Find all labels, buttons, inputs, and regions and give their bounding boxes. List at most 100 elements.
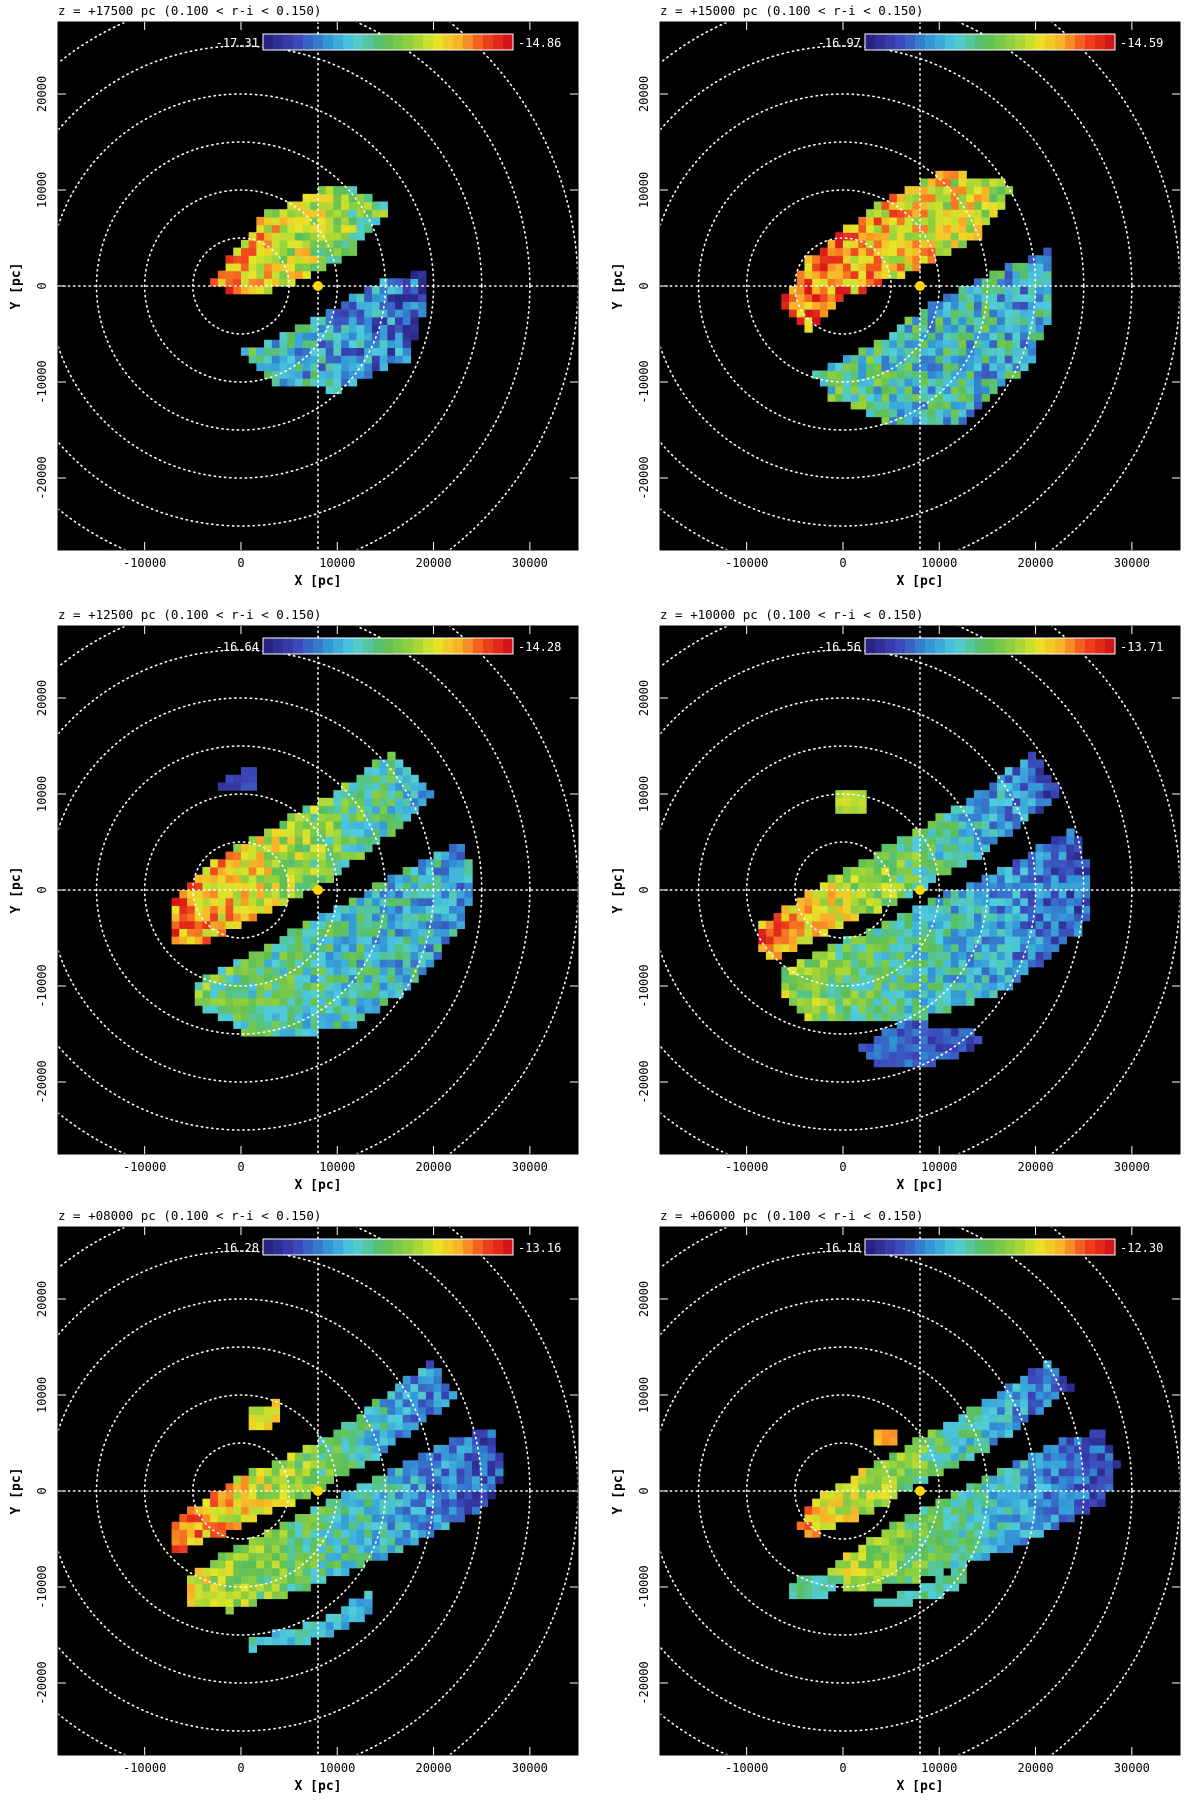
heatmap-cell (835, 262, 844, 272)
heatmap-cell (827, 982, 836, 991)
heatmap-cell (935, 1567, 944, 1577)
heatmap-cell (310, 943, 319, 953)
heatmap-cell (920, 913, 929, 922)
heatmap-cell (248, 1575, 257, 1584)
heatmap-cell (395, 309, 404, 318)
heatmap-cell (248, 866, 257, 876)
heatmap-cell (441, 890, 450, 899)
heatmap-cell (233, 974, 242, 983)
heatmap-cell (966, 216, 975, 226)
heatmap-cell (1058, 1375, 1067, 1385)
heatmap-cell (395, 813, 404, 822)
x-tick-label: 10000 (319, 1761, 355, 1775)
heatmap-cell (943, 293, 952, 302)
heatmap-cell (341, 805, 350, 814)
heatmap-cell (997, 920, 1006, 929)
heatmap-cell (341, 905, 350, 914)
heatmap-cell (873, 339, 883, 349)
heatmap-cell (271, 1460, 281, 1469)
heatmap-cell (858, 1491, 867, 1500)
heatmap-cell (912, 951, 921, 960)
heatmap-cell (920, 239, 929, 249)
heatmap-cell (958, 951, 967, 960)
heatmap-cell (920, 951, 929, 960)
heatmap-cell (866, 216, 875, 226)
heatmap-cell (958, 216, 967, 226)
heatmap-cell (989, 355, 998, 364)
heatmap-cell (1035, 843, 1044, 853)
panel-title: z = +17500 pc (0.100 < r-i < 0.150) (58, 3, 321, 18)
panel-1: z = +17500 pc (0.100 < r-i < 0.150)-17.3… (9, 3, 579, 589)
heatmap-cell (804, 936, 813, 945)
heatmap-cell (973, 974, 983, 983)
heatmap-cell (873, 866, 883, 876)
heatmap-cell (981, 293, 990, 302)
colorbar-swatch (393, 638, 404, 654)
heatmap-cell (1035, 897, 1044, 906)
heatmap-cell (912, 370, 921, 379)
heatmap-cell (1012, 905, 1021, 914)
heatmap-cell (479, 1498, 489, 1507)
heatmap-cell (904, 866, 913, 876)
heatmap-cell (904, 239, 913, 249)
heatmap-cell (927, 1460, 937, 1469)
heatmap-cell (881, 201, 890, 210)
heatmap-cell (850, 1514, 859, 1523)
heatmap-cell (348, 209, 358, 218)
heatmap-cell (441, 905, 450, 914)
heatmap-cell (318, 316, 327, 325)
heatmap-cell (958, 1537, 967, 1546)
heatmap-cell (966, 997, 975, 1006)
heatmap-cell (264, 286, 273, 295)
heatmap-cell (997, 1537, 1006, 1546)
heatmap-cell (310, 828, 319, 837)
colorbar-swatch (1005, 34, 1016, 50)
heatmap-cell (318, 378, 327, 387)
heatmap-cell (966, 1043, 975, 1052)
heatmap-cell (958, 355, 967, 364)
heatmap-cell (379, 1475, 388, 1484)
heatmap-cell (804, 1012, 813, 1022)
heatmap-cell (1004, 820, 1014, 830)
heatmap-cell (1097, 1475, 1106, 1484)
heatmap-cell (264, 1005, 273, 1014)
heatmap-cell (1020, 1529, 1029, 1538)
heatmap-cell (835, 239, 844, 249)
heatmap-cell (318, 1621, 327, 1630)
heatmap-cell (896, 1058, 906, 1068)
heatmap-cell (248, 874, 257, 883)
heatmap-cell (896, 920, 906, 929)
heatmap-cell (889, 982, 898, 991)
x-tick-label: 20000 (1017, 556, 1053, 570)
x-tick-label: 30000 (1114, 1761, 1150, 1775)
heatmap-cell (233, 920, 242, 929)
heatmap-cell (812, 370, 821, 379)
heatmap-cell (333, 316, 342, 325)
heatmap-cell (441, 1444, 450, 1454)
heatmap-cell (842, 936, 852, 945)
heatmap-cell (333, 836, 342, 845)
heatmap-cell (1066, 828, 1075, 837)
heatmap-cell (850, 936, 859, 945)
heatmap-cell (433, 1368, 442, 1377)
heatmap-cell (1097, 1429, 1106, 1438)
heatmap-cell (279, 1552, 288, 1561)
heatmap-cell (233, 1521, 242, 1530)
heatmap-cell (464, 1467, 473, 1477)
heatmap-cell (348, 239, 358, 249)
heatmap-cell (966, 370, 975, 379)
heatmap-cell (935, 905, 944, 914)
heatmap-cell (402, 1537, 412, 1546)
heatmap-cell (264, 1636, 273, 1646)
heatmap-cell (842, 1005, 852, 1014)
heatmap-cell (341, 309, 350, 318)
heatmap-cell (935, 1437, 944, 1446)
heatmap-cell (950, 813, 960, 822)
heatmap-cell (310, 951, 319, 960)
heatmap-cell (287, 1583, 296, 1592)
heatmap-cell (1004, 332, 1014, 341)
heatmap-cell (1027, 920, 1037, 929)
heatmap-cell (997, 270, 1006, 279)
heatmap-cell (1043, 1383, 1052, 1392)
heatmap-cell (981, 974, 990, 983)
